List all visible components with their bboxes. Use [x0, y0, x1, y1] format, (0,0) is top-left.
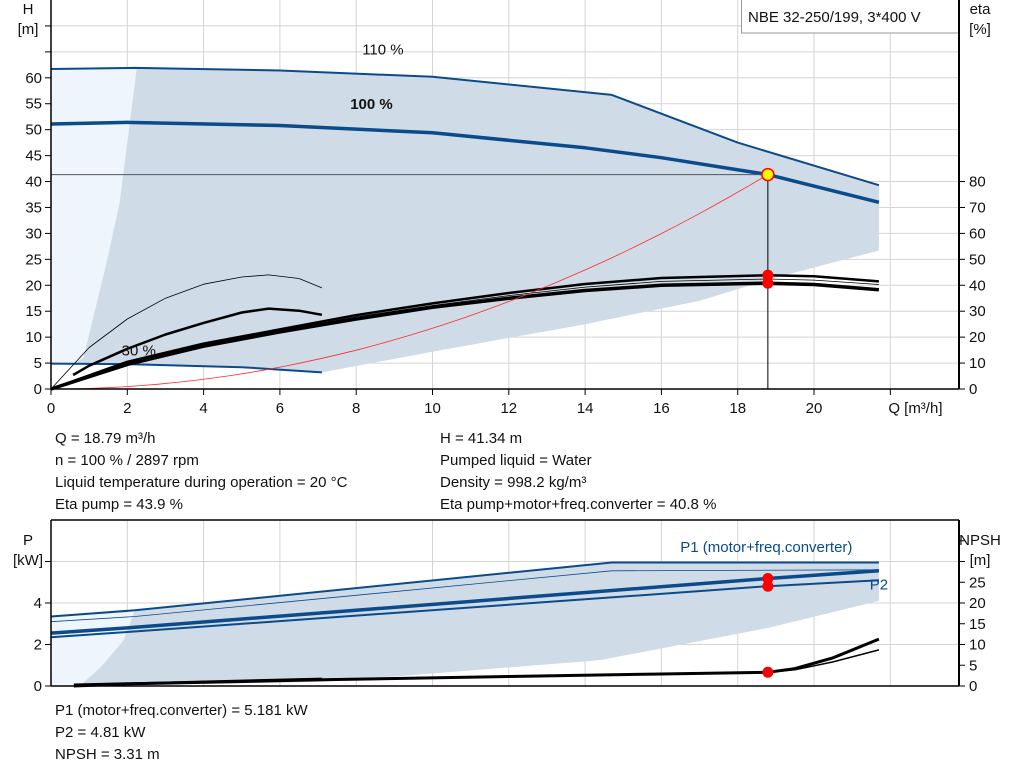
info-temperature: Liquid temperature during operation = 20… — [55, 474, 348, 491]
x-tick-label: 2 — [123, 400, 131, 417]
y-tick-label: 55 — [25, 96, 42, 113]
y2-tick-label: 30 — [969, 303, 986, 320]
y2-tick-label: 0 — [969, 678, 977, 695]
efficiency-curve — [72, 307, 323, 377]
y-tick-label: 40 — [25, 174, 42, 191]
info-flow: Q = 18.79 m³/h — [55, 430, 156, 447]
npsh-curve — [767, 649, 880, 674]
npsh-point — [762, 666, 774, 678]
y2-axis-unit: [m] — [970, 552, 991, 569]
power-curve — [50, 561, 879, 618]
y2-tick-label: 15 — [969, 616, 986, 633]
curve-label: 100 % — [350, 96, 393, 113]
y2-tick-label: 80 — [969, 174, 986, 191]
y-axis-unit: [kW] — [13, 552, 43, 569]
efficiency-curve — [50, 273, 879, 391]
y-tick-label: 4 — [34, 595, 42, 612]
y-tick-label: 35 — [25, 199, 42, 216]
info-eta-pump: Eta pump = 43.9 % — [55, 496, 183, 513]
info-p2: P2 = 4.81 kW — [55, 724, 146, 741]
y2-axis-label: NPSH — [959, 532, 1001, 549]
series-label: P2 — [870, 577, 888, 594]
efficiency-point — [762, 269, 774, 281]
y-tick-label: 0 — [34, 678, 42, 695]
y-tick-label: 50 — [25, 122, 42, 139]
x-tick-label: 0 — [47, 400, 55, 417]
duty-point — [761, 167, 775, 182]
operating-region — [79, 562, 879, 686]
info-density: Density = 998.2 kg/m³ — [440, 474, 587, 491]
operating-region — [73, 67, 879, 373]
y-tick-label: 5 — [34, 355, 42, 372]
y2-tick-label: 20 — [969, 595, 986, 612]
y-axis-label: P — [23, 532, 33, 549]
x-tick-label: 4 — [199, 400, 207, 417]
efficiency-point — [762, 277, 774, 289]
y-tick-label: 20 — [25, 277, 42, 294]
x-tick-label: 6 — [276, 400, 284, 417]
system-curve — [50, 174, 769, 390]
efficiency-curve — [50, 274, 323, 390]
series-label: P1 (motor+freq.converter) — [680, 539, 852, 556]
x-tick-label: 12 — [500, 400, 517, 417]
info-head: H = 41.34 m — [440, 430, 523, 447]
curve-label: 110 % — [362, 41, 403, 58]
power-point — [762, 580, 774, 592]
y2-tick-label: 70 — [969, 199, 986, 216]
y-axis-label: H — [23, 1, 34, 18]
y-tick-label: 30 — [25, 225, 42, 242]
x-tick-label: 18 — [729, 400, 746, 417]
y2-tick-label: 10 — [969, 637, 986, 654]
y-tick-label: 60 — [25, 70, 42, 87]
npsh-curve — [73, 677, 322, 687]
head-curve — [50, 362, 322, 374]
info-npsh: NPSH = 3.31 m — [55, 746, 160, 763]
info-right: H = 41.34 m Pumped liquid = Water Densit… — [440, 428, 716, 516]
power-curve — [50, 579, 879, 639]
y-tick-label: 45 — [25, 148, 42, 165]
y2-axis-unit: [%] — [969, 21, 991, 38]
x-tick-label: 8 — [352, 400, 360, 417]
y2-axis-label: eta — [970, 1, 992, 18]
x-tick-label: 14 — [577, 400, 594, 417]
y-tick-label: 10 — [25, 329, 42, 346]
head-curve — [50, 120, 880, 204]
info-bottom: P1 (motor+freq.converter) = 5.181 kW P2 … — [55, 700, 308, 766]
x-tick-label: 20 — [806, 400, 823, 417]
head-efficiency-chart: 110 % 100 % 30 % 0 2 4 6 8 10 12 14 16 18 20 Q [m³/h] N… — [18, 0, 992, 417]
y-tick-label: 25 — [25, 251, 42, 268]
x-axis-label: Q [m³/h] — [888, 400, 942, 417]
x-tick-label: 16 — [653, 400, 670, 417]
y2-tick-label: 25 — [969, 574, 986, 591]
y-tick-label: 15 — [25, 303, 42, 320]
y2-tick-label: 5 — [969, 657, 977, 674]
info-left: Q = 18.79 m³/h n = 100 % / 2897 rpm Liqu… — [55, 428, 347, 516]
power-point — [762, 572, 774, 584]
power-curve — [50, 569, 880, 635]
efficiency-curve — [50, 281, 880, 391]
info-p1: P1 (motor+freq.converter) = 5.181 kW — [55, 702, 308, 719]
y-tick-label: 2 — [34, 637, 42, 654]
y2-tick-label: 40 — [969, 277, 986, 294]
power-npsh-chart: P1 (motor+freq.converter) P2 0 2 4 0 5 10 15 20 25… — [13, 519, 1001, 695]
info-eta-total: Eta pump+motor+freq.converter = 40.8 % — [440, 496, 717, 513]
y2-tick-label: 20 — [969, 329, 986, 346]
light-region — [51, 67, 137, 364]
head-curve — [50, 66, 880, 187]
x-tick-label: 10 — [424, 400, 441, 417]
y-tick-label: 0 — [34, 381, 42, 398]
curve-label: 30 % — [122, 342, 156, 359]
y2-tick-label: 50 — [969, 251, 986, 268]
y2-tick-label: 0 — [969, 381, 977, 398]
power-curve — [50, 569, 879, 623]
chart-title: NBE 32-250/199, 3*400 V — [748, 9, 921, 26]
info-liquid: Pumped liquid = Water — [440, 452, 592, 469]
y2-tick-label: 60 — [969, 225, 986, 242]
y2-tick-label: 10 — [969, 355, 986, 372]
info-speed: n = 100 % / 2897 rpm — [55, 452, 199, 469]
y-axis-unit: [m] — [18, 21, 39, 38]
